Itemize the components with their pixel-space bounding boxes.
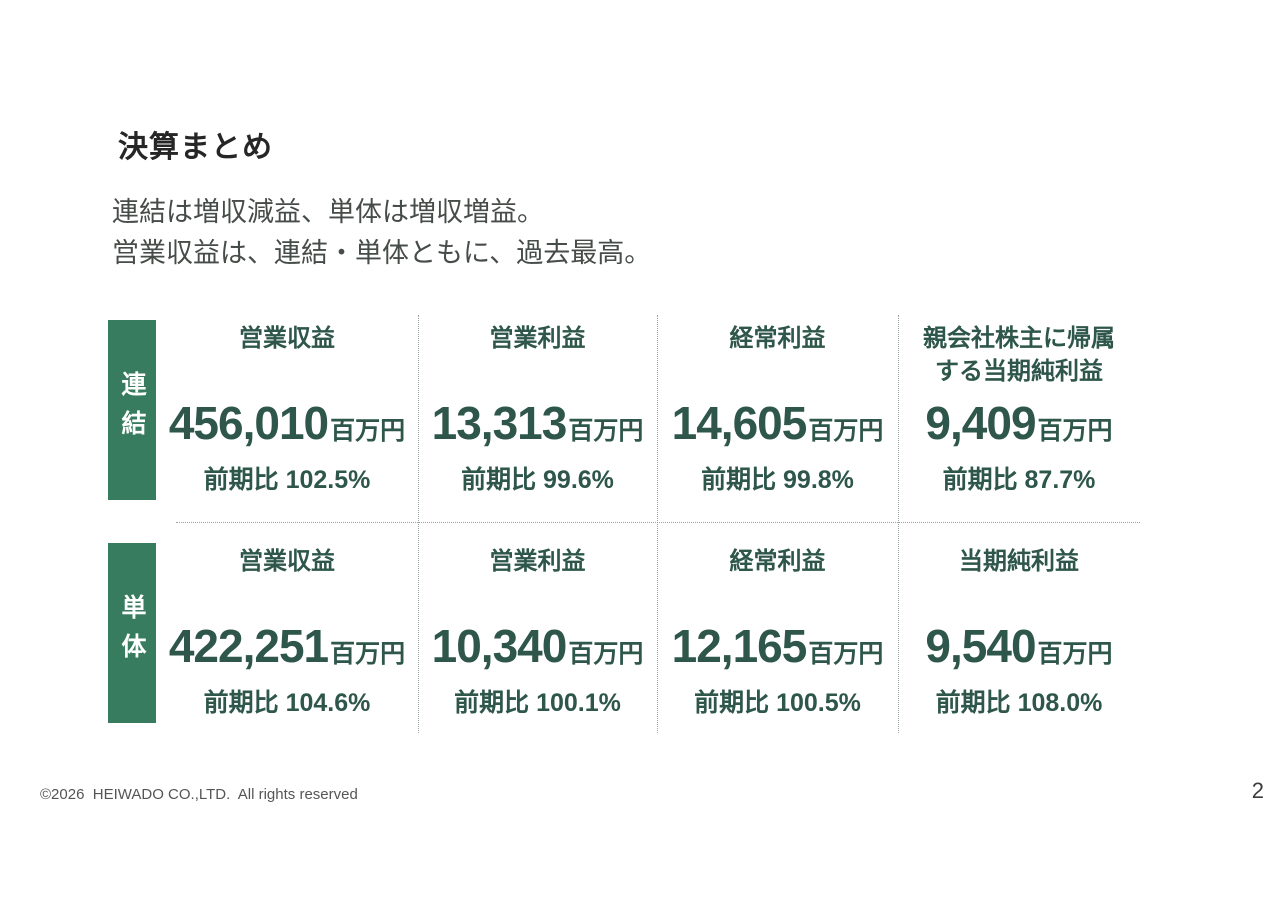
metric-cell: 営業収益 456,010 百万円 前期比 102.5% (156, 320, 418, 505)
metric-yoy: 前期比 99.6% (461, 466, 614, 494)
metric-unit: 百万円 (330, 640, 406, 668)
metric-cell: 親会社株主に帰属する当期純利益 9,409 百万円 前期比 87.7% (898, 320, 1140, 505)
metric-value-line: 13,313 百万円 (432, 396, 644, 450)
metric-header: 当期純利益 (959, 548, 1079, 575)
metric-yoy: 前期比 104.6% (203, 689, 371, 717)
metric-value: 13,313 (431, 397, 568, 449)
metric-cell: 当期純利益 9,540 百万円 前期比 108.0% (898, 543, 1140, 728)
metric-value: 422,251 (168, 620, 329, 672)
row-label-consolidated: 連結 (108, 320, 156, 500)
metric-yoy: 前期比 99.8% (701, 466, 854, 494)
metric-yoy: 前期比 100.1% (454, 689, 621, 717)
metric-value: 9,540 (925, 620, 1036, 672)
metric-header: 営業収益 (239, 325, 335, 352)
table-row-consolidated: 連結 営業収益 456,010 百万円 前期比 102.5% 営業利益 13,3… (108, 320, 1140, 505)
metric-header: 経常利益 (729, 325, 826, 352)
metric-value-line: 422,251 百万円 (169, 619, 405, 673)
metric-value-line: 9,409 百万円 (925, 396, 1112, 450)
column-divider (418, 315, 419, 733)
row-label-nonconsolidated: 単体 (108, 543, 156, 723)
metric-value-line: 9,540 百万円 (925, 619, 1112, 673)
page-title: 決算まとめ (118, 131, 273, 164)
financial-summary-table: 連結 営業収益 456,010 百万円 前期比 102.5% 営業利益 13,3… (108, 315, 1140, 735)
metric-value: 456,010 (168, 397, 329, 449)
slide-subtitle: 連結は増収減益、単体は増収増益。 営業収益は、連結・単体ともに、過去最高。 (112, 192, 651, 274)
row-label-text: 単体 (118, 594, 146, 672)
metric-header: 親会社株主に帰属する当期純利益 (923, 325, 1115, 385)
column-divider (898, 315, 899, 733)
metric-value: 12,165 (671, 620, 808, 672)
metric-cell: 営業収益 422,251 百万円 前期比 104.6% (156, 543, 418, 728)
copyright-text: ©2026 HEIWADO CO.,LTD. All rights reserv… (40, 786, 358, 803)
metric-unit: 百万円 (568, 417, 644, 445)
metric-unit: 百万円 (808, 640, 884, 668)
metric-unit: 百万円 (330, 417, 406, 445)
metric-cell: 経常利益 12,165 百万円 前期比 100.5% (657, 543, 898, 728)
metric-value: 14,605 (671, 397, 808, 449)
metric-header: 営業収益 (239, 548, 335, 575)
metric-cell: 営業利益 13,313 百万円 前期比 99.6% (418, 320, 657, 505)
metric-unit: 百万円 (1037, 417, 1113, 445)
column-divider (657, 315, 658, 733)
metric-yoy: 前期比 108.0% (935, 689, 1103, 717)
subtitle-line-1: 連結は増収減益、単体は増収増益。 (112, 197, 544, 227)
subtitle-line-2: 営業収益は、連結・単体ともに、過去最高。 (112, 238, 652, 268)
metric-header: 営業利益 (489, 548, 586, 575)
metric-header: 営業利益 (489, 325, 586, 352)
row-divider (176, 522, 1140, 523)
metric-yoy: 前期比 100.5% (694, 689, 861, 717)
page-number: 2 (1251, 778, 1264, 803)
metric-value-line: 14,605 百万円 (672, 396, 884, 450)
metric-cell: 営業利益 10,340 百万円 前期比 100.1% (418, 543, 657, 728)
row-label-text: 連結 (118, 371, 146, 449)
metric-unit: 百万円 (568, 640, 644, 668)
metric-yoy: 前期比 102.5% (203, 466, 371, 494)
metric-yoy: 前期比 87.7% (942, 466, 1096, 494)
table-row-nonconsolidated: 単体 営業収益 422,251 百万円 前期比 104.6% 営業利益 10,3… (108, 543, 1140, 728)
metric-value-line: 456,010 百万円 (169, 396, 405, 450)
metric-value: 9,409 (925, 397, 1036, 449)
metric-value-line: 10,340 百万円 (432, 619, 644, 673)
metric-unit: 百万円 (1037, 640, 1113, 668)
metric-cell: 経常利益 14,605 百万円 前期比 99.8% (657, 320, 898, 505)
metric-header: 経常利益 (729, 548, 826, 575)
metric-value: 10,340 (431, 620, 568, 672)
metric-value-line: 12,165 百万円 (672, 619, 884, 673)
metric-unit: 百万円 (808, 417, 884, 445)
